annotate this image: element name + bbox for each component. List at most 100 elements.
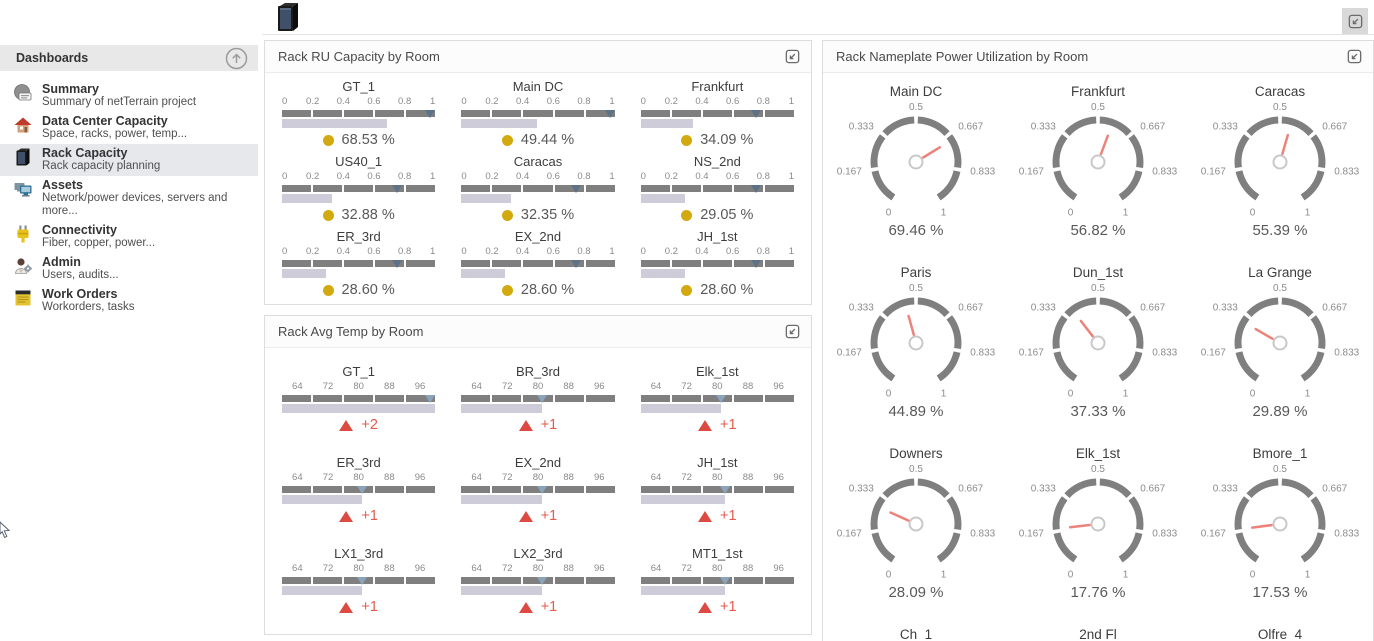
chart-room-title: LX1_3rd bbox=[334, 546, 384, 561]
chart-axis: 0 0.2 0.4 0.6 0.8 1 bbox=[282, 96, 435, 109]
svg-text:0.333: 0.333 bbox=[1213, 303, 1238, 314]
gauge-dial: 0 0.167 0.333 0.5 0.667 0.833 1 bbox=[837, 464, 996, 581]
workorders-icon bbox=[15, 290, 31, 306]
value-label: +1 bbox=[361, 508, 378, 524]
export-visual-button[interactable] bbox=[784, 48, 802, 66]
gauge-chart-paris[interactable]: Paris 0 0.167 0.333 0.5 0.667 0.833 1 44.89 % bbox=[825, 258, 1007, 439]
target-marker-icon bbox=[536, 486, 547, 494]
value-label: +2 bbox=[361, 417, 378, 433]
bullet-chart-lx2-3rd[interactable]: LX2_3rd 64 72 80 88 96 +1 bbox=[454, 546, 621, 615]
value-label: 34.09 % bbox=[700, 132, 754, 148]
sidebar-item-assets[interactable]: Assets Network/power devices, servers an… bbox=[0, 176, 258, 221]
sidebar-item-work-orders[interactable]: Work Orders Workorders, tasks bbox=[0, 285, 258, 317]
sidebar-item-admin[interactable]: Admin Users, audits... bbox=[0, 253, 258, 285]
gauge-chart-dun-1st[interactable]: Dun_1st 0 0.167 0.333 0.5 0.667 0.833 1 37.33 % bbox=[1007, 258, 1189, 439]
gauge-chart-elk-1st[interactable]: Elk_1st 0 0.167 0.333 0.5 0.667 0.833 1 17.76 % bbox=[1007, 439, 1189, 620]
axis-tick-label: 80 bbox=[532, 472, 544, 483]
svg-text:0.5: 0.5 bbox=[1273, 283, 1287, 294]
value-label: +1 bbox=[540, 508, 558, 524]
bullet-chart-ex-2nd[interactable]: EX_2nd 64 72 80 88 96 +1 bbox=[454, 455, 621, 524]
chart-room-title: Olfre_4 bbox=[1257, 627, 1303, 641]
sidebar-item-description: Summary of netTerrain project bbox=[42, 96, 197, 108]
axis-tick-label: 0.4 bbox=[695, 246, 709, 257]
bullet-chart-elk-1st[interactable]: Elk_1st 64 72 80 88 96 +1 bbox=[634, 364, 801, 433]
bullet-chart-us40-1[interactable]: US40_1 0 0.2 0.4 0.6 0.8 1 32.88 % bbox=[275, 154, 442, 223]
chart-room-title: Bmore_1 bbox=[1252, 446, 1308, 461]
collapse-sidebar-button[interactable] bbox=[225, 47, 248, 70]
target-marker-icon bbox=[571, 260, 582, 268]
export-page-button[interactable] bbox=[1342, 8, 1368, 34]
axis-tick-label: 64 bbox=[650, 563, 662, 574]
sidebar-item-label: Assets bbox=[42, 178, 83, 192]
range-bar bbox=[461, 395, 615, 403]
bullet-chart-lx1-3rd[interactable]: LX1_3rd 64 72 80 88 96 +1 bbox=[275, 546, 442, 615]
svg-text:0.167: 0.167 bbox=[837, 529, 862, 540]
bullet-chart-er-3rd[interactable]: ER_3rd 0 0.2 0.4 0.6 0.8 1 28.60 % bbox=[275, 229, 442, 298]
axis-tick-label: 0 bbox=[461, 96, 467, 107]
gauge-chart-downers[interactable]: Downers 0 0.167 0.333 0.5 0.667 0.833 1 28.09 % bbox=[825, 439, 1007, 620]
svg-text:0.167: 0.167 bbox=[1019, 167, 1044, 178]
bullet-chart-jh-1st[interactable]: JH_1st 64 72 80 88 96 +1 bbox=[634, 455, 801, 524]
trend-up-icon bbox=[698, 510, 713, 522]
gauge-chart-frankfurt[interactable]: Frankfurt 0 0.167 0.333 0.5 0.667 0.833 1 56.82 … bbox=[1007, 77, 1189, 258]
sidebar-item-data-center-capacity[interactable]: Data Center Capacity Space, racks, power… bbox=[0, 112, 258, 144]
axis-tick-label: 0.4 bbox=[695, 96, 709, 107]
export-visual-button[interactable] bbox=[784, 323, 802, 341]
bullet-chart-mt1-1st[interactable]: MT1_1st 64 72 80 88 96 +1 bbox=[634, 546, 801, 615]
bullet-chart-frankfurt[interactable]: Frankfurt 0 0.2 0.4 0.6 0.8 1 34.09 % bbox=[634, 79, 801, 148]
gauge-chart-la-grange[interactable]: La Grange 0 0.167 0.333 0.5 0.667 0.833 1 29.89 … bbox=[1189, 258, 1371, 439]
value-bar bbox=[461, 194, 511, 203]
svg-text:0.667: 0.667 bbox=[1140, 303, 1165, 314]
svg-text:0: 0 bbox=[886, 570, 892, 581]
bullet-chart-br-3rd[interactable]: BR_3rd 64 72 80 88 96 +1 bbox=[454, 364, 621, 433]
axis-tick-label: 64 bbox=[471, 563, 482, 574]
svg-text:0: 0 bbox=[886, 389, 892, 400]
chart-room-title: EX_2nd bbox=[514, 229, 562, 244]
chart-room-title: JH_1st bbox=[697, 455, 738, 470]
bullet-chart-ex-2nd[interactable]: EX_2nd 0 0.2 0.4 0.6 0.8 1 28.60 % bbox=[454, 229, 621, 298]
axis-tick-label: 0.6 bbox=[367, 96, 381, 107]
gauge-chart-main-dc[interactable]: Main DC 0 0.167 0.333 0.5 0.667 0.833 1 69.46 % bbox=[825, 77, 1007, 258]
sidebar-item-connectivity[interactable]: Connectivity Fiber, copper, power... bbox=[0, 221, 258, 253]
trend-up-icon bbox=[339, 510, 354, 522]
svg-text:0.833: 0.833 bbox=[1152, 348, 1177, 359]
axis-tick-label: 0.2 bbox=[306, 246, 320, 257]
bullet-chart-gt-1[interactable]: GT_1 0 0.2 0.4 0.6 0.8 1 68.53 % bbox=[275, 79, 442, 148]
svg-text:0.333: 0.333 bbox=[849, 122, 874, 133]
sidebar-item-rack-capacity[interactable]: Rack Capacity Rack capacity planning bbox=[0, 144, 258, 176]
tab-rack-capacity[interactable] bbox=[274, 2, 304, 33]
bullet-chart-jh-1st[interactable]: JH_1st 0 0.2 0.4 0.6 0.8 1 28.60 % bbox=[634, 229, 801, 298]
bullet-chart-main-dc[interactable]: Main DC 0 0.2 0.4 0.6 0.8 1 49.44 % bbox=[454, 79, 621, 148]
chart-axis: 64 72 80 88 96 bbox=[282, 472, 435, 485]
axis-tick-label: 72 bbox=[502, 472, 513, 483]
sidebar-item-description: Users, audits... bbox=[42, 269, 119, 281]
axis-tick-label: 88 bbox=[563, 381, 574, 392]
axis-tick-label: 0.2 bbox=[664, 171, 678, 182]
bullet-chart-gt-1[interactable]: GT_1 64 72 80 88 96 +2 bbox=[275, 364, 442, 433]
value-bar bbox=[282, 586, 363, 595]
status-dot-icon bbox=[501, 284, 513, 296]
bullet-chart-caracas[interactable]: Caracas 0 0.2 0.4 0.6 0.8 1 32.35 % bbox=[454, 154, 621, 223]
svg-text:0.167: 0.167 bbox=[837, 348, 862, 359]
export-image-icon bbox=[1347, 49, 1362, 63]
summary-icon bbox=[14, 84, 32, 101]
range-bar bbox=[282, 110, 436, 118]
axis-tick-label: 72 bbox=[502, 563, 513, 574]
chart-axis: 64 72 80 88 96 bbox=[641, 563, 794, 576]
sidebar-item-summary[interactable]: Summary Summary of netTerrain project bbox=[0, 80, 258, 112]
axis-tick-label: 0.2 bbox=[485, 246, 499, 257]
export-image-icon bbox=[785, 49, 800, 63]
export-visual-button[interactable] bbox=[1346, 48, 1364, 66]
chart-room-title: Caracas bbox=[513, 154, 563, 169]
range-bar bbox=[282, 395, 436, 403]
gauge-chart-bmore-1[interactable]: Bmore_1 0 0.167 0.333 0.5 0.667 0.833 1 17.53 % bbox=[1189, 439, 1371, 620]
panel-header: Rack Nameplate Power Utilization by Room bbox=[823, 41, 1373, 73]
gauge-chart-caracas[interactable]: Caracas 0 0.167 0.333 0.5 0.667 0.833 1 55.39 % bbox=[1189, 77, 1371, 258]
bullet-chart-ns-2nd[interactable]: NS_2nd 0 0.2 0.4 0.6 0.8 1 29.05 % bbox=[634, 154, 801, 223]
mouse-cursor bbox=[0, 521, 11, 539]
axis-tick-label: 64 bbox=[471, 381, 482, 392]
bullet-chart-er-3rd[interactable]: ER_3rd 64 72 80 88 96 +1 bbox=[275, 455, 442, 524]
